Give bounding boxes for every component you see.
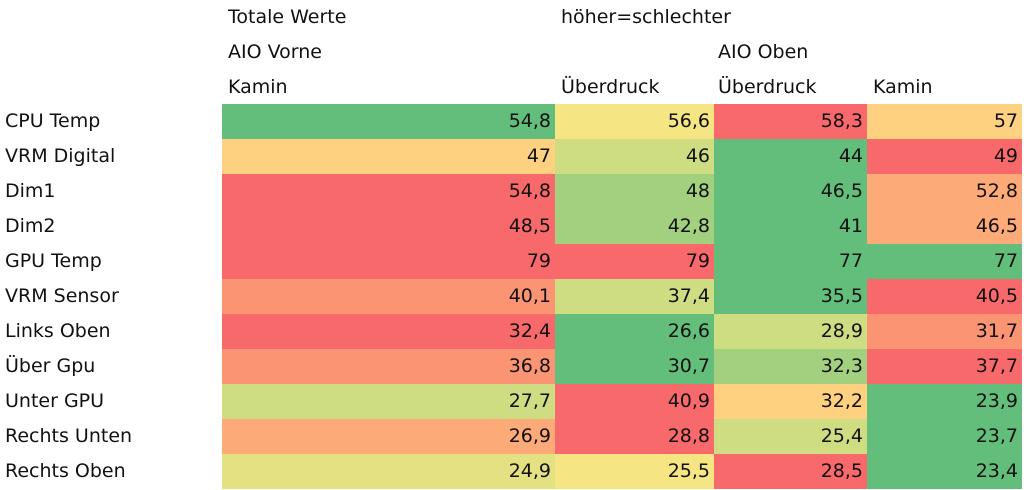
row-label[interactable]: Rechts Oben bbox=[5, 460, 126, 482]
table-row: CPU Temp 54,8 56,6 58,3 57 bbox=[0, 104, 1024, 139]
row-label[interactable]: Rechts Unten bbox=[5, 425, 133, 447]
value-cell[interactable]: 54,8 bbox=[222, 104, 555, 139]
header-cell[interactable]: AIO Oben bbox=[718, 41, 809, 63]
value-cell[interactable]: 46,5 bbox=[867, 209, 1022, 244]
value-cell[interactable]: 40,5 bbox=[867, 279, 1022, 314]
value-cell[interactable]: 23,7 bbox=[867, 419, 1022, 454]
value-cell[interactable]: 35,5 bbox=[714, 279, 867, 314]
table-row: Rechts Oben 24,9 25,5 28,5 23,4 bbox=[0, 454, 1024, 489]
value-cell[interactable]: 31,7 bbox=[867, 314, 1022, 349]
value-cell[interactable]: 79 bbox=[222, 244, 555, 279]
value-cell[interactable]: 46 bbox=[555, 139, 714, 174]
value-cell[interactable]: 44 bbox=[714, 139, 867, 174]
value-cell[interactable]: 57 bbox=[867, 104, 1022, 139]
row-label[interactable]: CPU Temp bbox=[5, 110, 101, 132]
header-row-2: AIO Vorne AIO Oben bbox=[0, 35, 1024, 70]
header-cell[interactable]: Kamin bbox=[873, 76, 933, 98]
row-label[interactable]: Über Gpu bbox=[5, 355, 96, 377]
value-cell[interactable]: 25,4 bbox=[714, 419, 867, 454]
value-cell[interactable]: 26,9 bbox=[222, 419, 555, 454]
header-row-1: Totale Werte höher=schlechter bbox=[0, 0, 1024, 35]
value-cell[interactable]: 58,3 bbox=[714, 104, 867, 139]
row-label[interactable]: VRM Sensor bbox=[5, 285, 119, 307]
value-cell[interactable]: 37,4 bbox=[555, 279, 714, 314]
value-cell[interactable]: 30,7 bbox=[555, 349, 714, 384]
value-cell[interactable]: 23,9 bbox=[867, 384, 1022, 419]
row-label[interactable]: Links Oben bbox=[5, 320, 111, 342]
header-cell[interactable]: Überdruck bbox=[718, 76, 817, 98]
value-cell[interactable]: 56,6 bbox=[555, 104, 714, 139]
value-cell[interactable]: 40,1 bbox=[222, 279, 555, 314]
value-cell[interactable]: 28,5 bbox=[714, 454, 867, 489]
value-cell[interactable]: 77 bbox=[714, 244, 867, 279]
header-cell[interactable]: Kamin bbox=[228, 76, 288, 98]
value-cell[interactable]: 52,8 bbox=[867, 174, 1022, 209]
table-row: Dim2 48,5 42,8 41 46,5 bbox=[0, 209, 1024, 244]
value-cell[interactable]: 54,8 bbox=[222, 174, 555, 209]
row-label[interactable]: VRM Digital bbox=[5, 145, 116, 167]
value-cell[interactable]: 28,8 bbox=[555, 419, 714, 454]
value-cell[interactable]: 32,4 bbox=[222, 314, 555, 349]
header-cell[interactable]: höher=schlechter bbox=[561, 6, 731, 28]
value-cell[interactable]: 23,4 bbox=[867, 454, 1022, 489]
value-cell[interactable]: 46,5 bbox=[714, 174, 867, 209]
header-cell[interactable]: Überdruck bbox=[561, 76, 660, 98]
value-cell[interactable]: 41 bbox=[714, 209, 867, 244]
value-cell[interactable]: 79 bbox=[555, 244, 714, 279]
value-cell[interactable]: 47 bbox=[222, 139, 555, 174]
row-label[interactable]: GPU Temp bbox=[5, 250, 102, 272]
value-cell[interactable]: 77 bbox=[867, 244, 1022, 279]
header-cell[interactable]: AIO Vorne bbox=[228, 41, 322, 63]
value-cell[interactable]: 32,3 bbox=[714, 349, 867, 384]
table-row: GPU Temp 79 79 77 77 bbox=[0, 244, 1024, 279]
table-row: Unter GPU 27,7 40,9 32,2 23,9 bbox=[0, 384, 1024, 419]
value-cell[interactable]: 48 bbox=[555, 174, 714, 209]
value-cell[interactable]: 27,7 bbox=[222, 384, 555, 419]
value-cell[interactable]: 28,9 bbox=[714, 314, 867, 349]
table-row: Rechts Unten 26,9 28,8 25,4 23,7 bbox=[0, 419, 1024, 454]
row-label[interactable]: Dim2 bbox=[5, 215, 56, 237]
table-row: Dim1 54,8 48 46,5 52,8 bbox=[0, 174, 1024, 209]
value-cell[interactable]: 42,8 bbox=[555, 209, 714, 244]
row-label[interactable]: Dim1 bbox=[5, 180, 56, 202]
header-cell[interactable]: Totale Werte bbox=[228, 6, 347, 28]
table-row: VRM Digital 47 46 44 49 bbox=[0, 139, 1024, 174]
value-cell[interactable]: 40,9 bbox=[555, 384, 714, 419]
value-cell[interactable]: 26,6 bbox=[555, 314, 714, 349]
data-grid: CPU Temp 54,8 56,6 58,3 57 VRM Digital 4… bbox=[0, 104, 1024, 489]
value-cell[interactable]: 24,9 bbox=[222, 454, 555, 489]
value-cell[interactable]: 49 bbox=[867, 139, 1022, 174]
value-cell[interactable]: 37,7 bbox=[867, 349, 1022, 384]
value-cell[interactable]: 32,2 bbox=[714, 384, 867, 419]
table-row: Über Gpu 36,8 30,7 32,3 37,7 bbox=[0, 349, 1024, 384]
value-cell[interactable]: 48,5 bbox=[222, 209, 555, 244]
value-cell[interactable]: 25,5 bbox=[555, 454, 714, 489]
row-label[interactable]: Unter GPU bbox=[5, 390, 105, 412]
header-row-3: Kamin Überdruck Überdruck Kamin bbox=[0, 70, 1024, 105]
table-row: Links Oben 32,4 26,6 28,9 31,7 bbox=[0, 314, 1024, 349]
value-cell[interactable]: 36,8 bbox=[222, 349, 555, 384]
table-row: VRM Sensor 40,1 37,4 35,5 40,5 bbox=[0, 279, 1024, 314]
